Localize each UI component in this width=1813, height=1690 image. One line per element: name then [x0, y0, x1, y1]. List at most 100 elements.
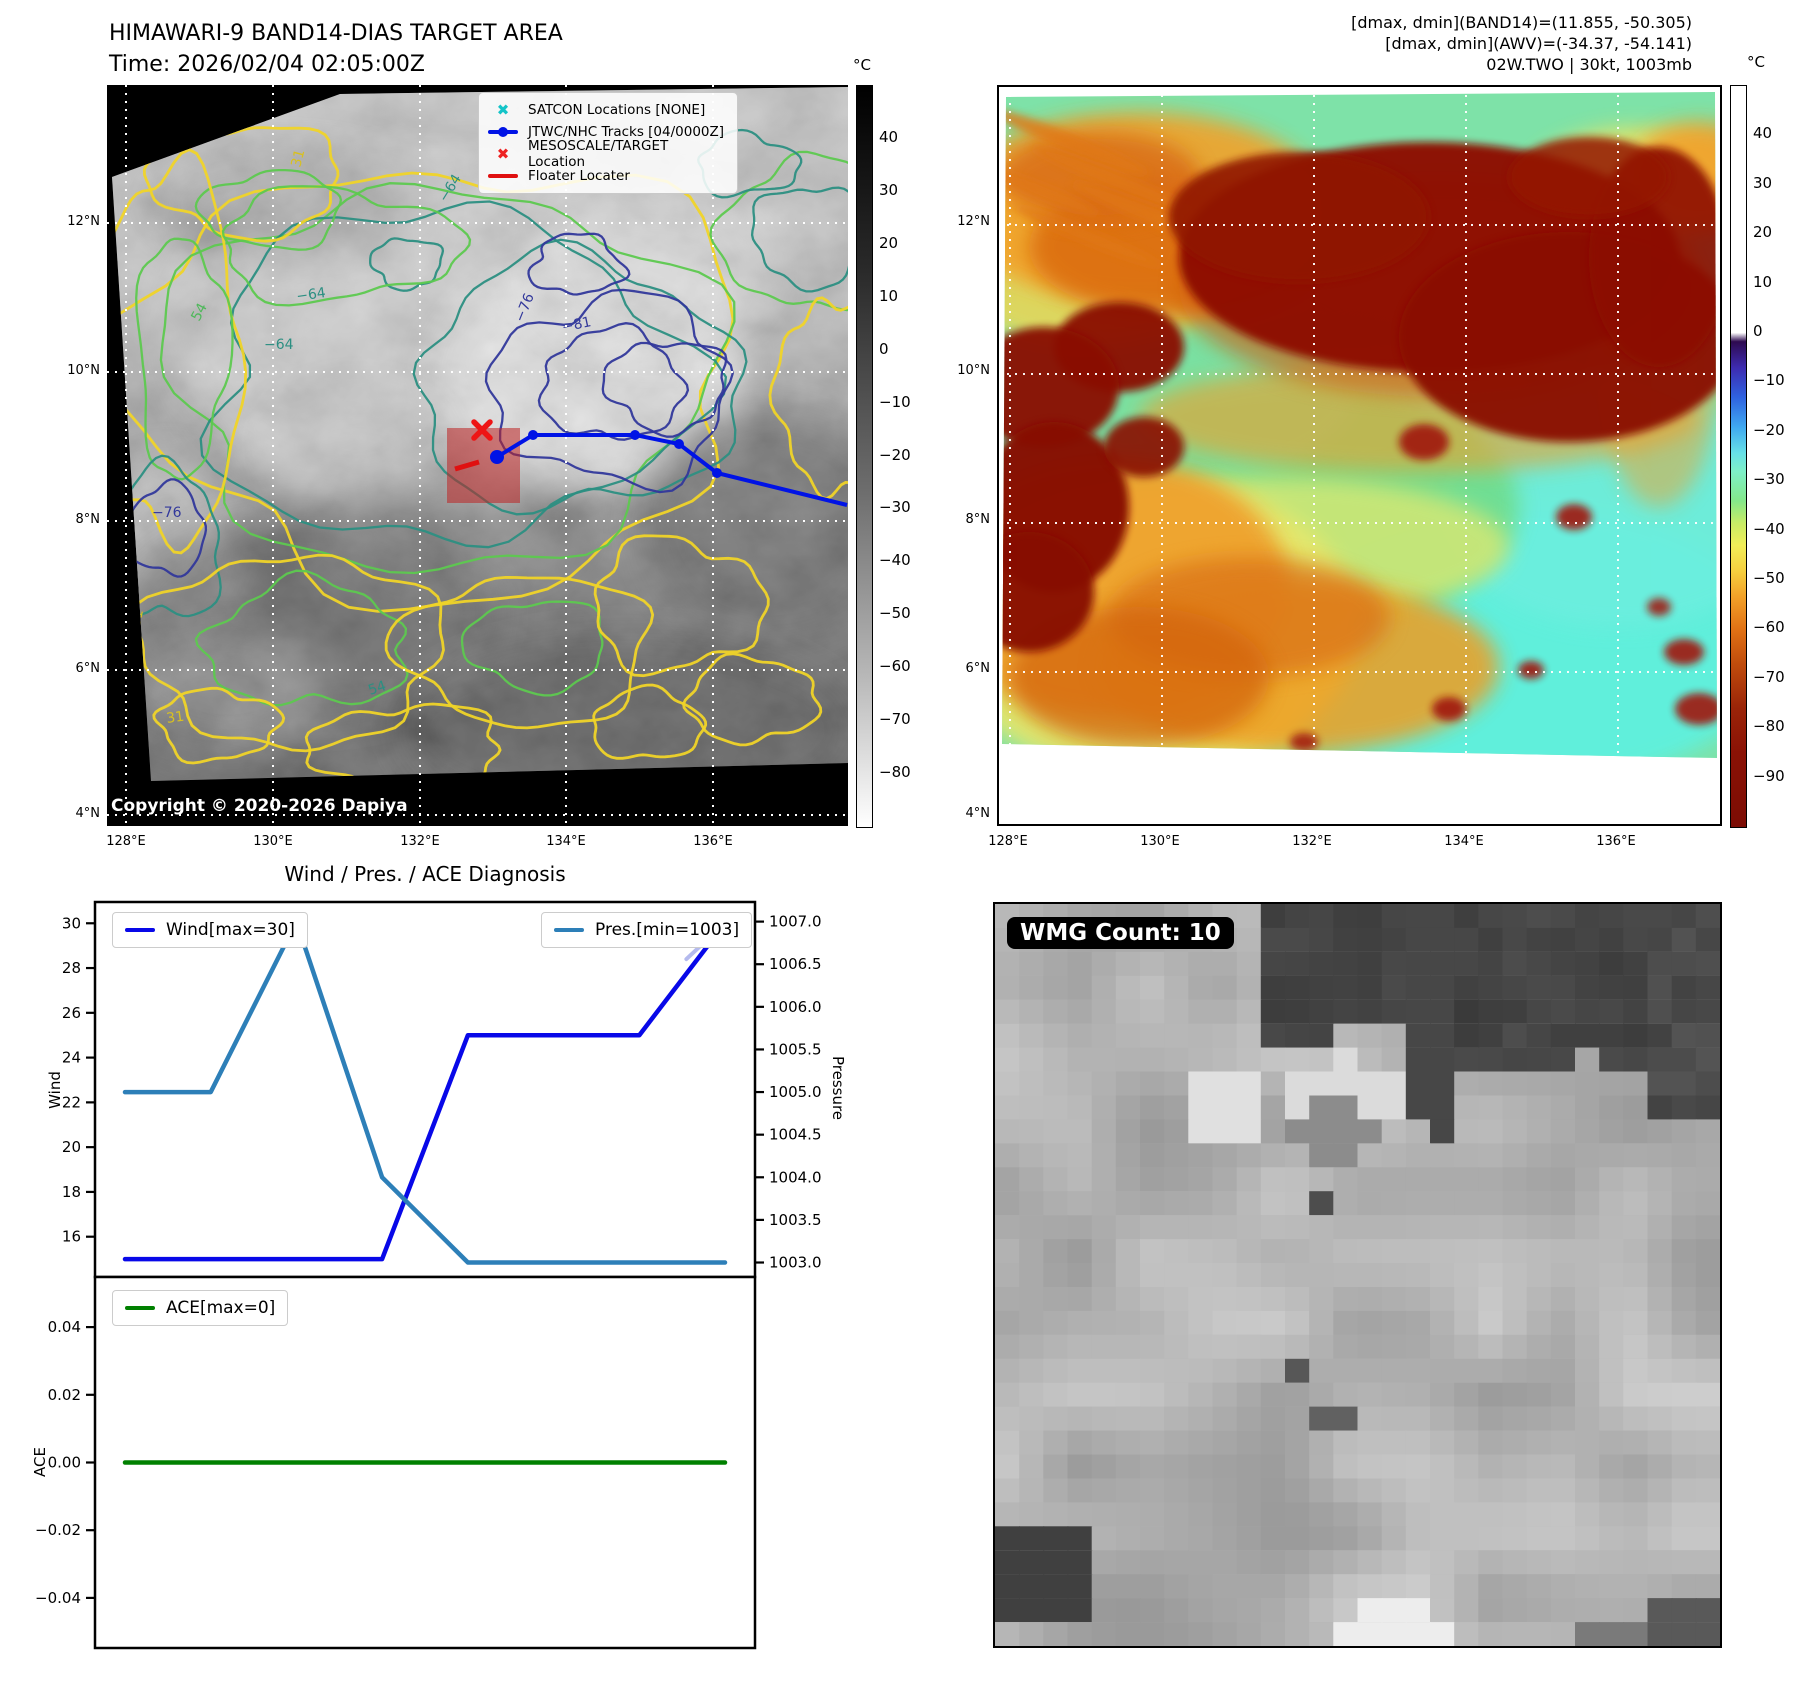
wmg-count-panel: WMG Count: 10 — [993, 902, 1722, 1648]
series-line — [122, 921, 728, 1262]
band14-ytick: 8°N — [75, 512, 101, 527]
band14-colorbar-tick: −20 — [879, 445, 911, 464]
mesoscale-x-marker — [471, 419, 493, 441]
mesoscale-x-icon: ✖ — [496, 144, 510, 163]
band14-title-block: HIMAWARI-9 BAND14-DIAS TARGET AREA Time:… — [109, 18, 563, 80]
svg-text:1003.5: 1003.5 — [769, 1211, 822, 1229]
awv-xtick: 128°E — [988, 834, 1028, 849]
awv-xtick: 130°E — [1140, 834, 1180, 849]
svg-text:0.02: 0.02 — [48, 1386, 81, 1404]
svg-text:1004.0: 1004.0 — [769, 1168, 822, 1186]
legend-label: SATCON Locations [NONE] — [528, 102, 706, 118]
svg-text:−64: −64 — [264, 337, 294, 353]
awv-ytick: 4°N — [965, 806, 991, 821]
band14-colorbar-tick: 40 — [879, 127, 899, 146]
awv-ytick: 12°N — [957, 214, 990, 229]
svg-text:1005.0: 1005.0 — [769, 1083, 822, 1101]
track-point — [630, 430, 640, 440]
awv-colorbar-tick: 10 — [1753, 272, 1773, 291]
svg-text:−76: −76 — [152, 505, 182, 521]
svg-text:28: 28 — [62, 959, 81, 977]
svg-text:22: 22 — [62, 1093, 81, 1111]
awv-colorbar-tick: −80 — [1753, 717, 1785, 736]
band14-ytick: 6°N — [75, 661, 101, 676]
chart-title: Wind / Pres. / ACE Diagnosis — [284, 862, 566, 886]
awv-colorbar-tick: −30 — [1753, 470, 1785, 489]
awv-xtick: 134°E — [1444, 834, 1484, 849]
awv-colorbar-tick: −70 — [1753, 667, 1785, 686]
pressure-axis-label: Pressure — [829, 1055, 847, 1121]
jtwc-track-line — [495, 433, 848, 507]
awv-colorbar-tick: 30 — [1753, 173, 1773, 192]
ace-legend: ACE[max=0] — [112, 1290, 289, 1326]
pressure-legend-label: Pres.[min=1003] — [595, 920, 740, 940]
satcon-x-icon: ✖ — [496, 100, 510, 119]
series-line — [122, 919, 728, 1265]
band14-colorbar-tick: −10 — [879, 392, 911, 411]
map-legend: ✖ SATCON Locations [NONE] JTWC/NHC Track… — [478, 92, 738, 194]
svg-text:1005.5: 1005.5 — [769, 1040, 822, 1058]
ace-axis-label: ACE — [31, 1447, 49, 1477]
svg-text:20: 20 — [62, 1138, 81, 1156]
awv-ytick: 10°N — [957, 363, 990, 378]
wind-legend: Wind[max=30] — [112, 912, 308, 948]
band14-xtick: 128°E — [106, 834, 146, 849]
svg-text:54: 54 — [366, 678, 388, 699]
svg-text:−0.02: −0.02 — [35, 1521, 81, 1539]
svg-text:18: 18 — [62, 1183, 81, 1201]
awv-colorbar-tick: −50 — [1753, 569, 1785, 587]
awv-colorbar — [1730, 85, 1747, 828]
awv-colorbar-tick: 0 — [1753, 322, 1763, 340]
legend-row-mesoscale: ✖ MESOSCALE/TARGET Location — [487, 138, 729, 170]
awv-map-panel — [997, 85, 1722, 826]
storm-id-text: 02W.TWO | 30kt, 1003mb — [1486, 55, 1692, 74]
wind-legend-label: Wind[max=30] — [166, 920, 295, 940]
awv-xtick: 132°E — [1292, 834, 1332, 849]
awv-colorbar-tick: 20 — [1753, 223, 1773, 242]
svg-text:1003.0: 1003.0 — [769, 1254, 822, 1272]
band14-xtick: 136°E — [693, 834, 733, 849]
legend-label: Floater Locater — [528, 168, 630, 184]
band14-range-text: [dmax, dmin](BAND14)=(11.855, -50.305) — [1351, 13, 1692, 32]
wind-line-swatch — [125, 927, 155, 933]
svg-text:1004.5: 1004.5 — [769, 1126, 822, 1144]
svg-text:30: 30 — [62, 914, 81, 932]
wind-axis-label: Wind — [46, 1071, 64, 1109]
svg-text:24: 24 — [62, 1049, 81, 1067]
target-area-group — [447, 419, 848, 507]
awv-colorbar-tick: −20 — [1753, 420, 1785, 439]
legend-label: JTWC/NHC Tracks [04/0000Z] — [528, 124, 725, 140]
track-line-icon — [487, 130, 519, 134]
band14-ytick: 4°N — [75, 806, 101, 821]
pressure-line-swatch — [554, 927, 584, 933]
legend-row-track: JTWC/NHC Tracks [04/0000Z] — [487, 121, 729, 143]
band14-colorbar-tick: −80 — [879, 763, 911, 782]
stats-header-block: [dmax, dmin](BAND14)=(11.855, -50.305) [… — [1351, 12, 1692, 75]
wmg-count-badge: WMG Count: 10 — [1007, 917, 1234, 949]
pressure-legend: Pres.[min=1003] — [541, 912, 753, 948]
band14-colorbar-tick: −60 — [879, 657, 911, 676]
band14-colorbar-tick: −70 — [879, 710, 911, 729]
band14-colorbar-tick: −50 — [879, 604, 911, 623]
ace-legend-label: ACE[max=0] — [166, 1298, 276, 1318]
mesoscale-target-square — [447, 428, 520, 503]
legend-row-satcon: ✖ SATCON Locations [NONE] — [487, 99, 729, 121]
band14-colorbar-tick: −40 — [879, 551, 911, 570]
awv-ytick: 8°N — [965, 512, 991, 527]
legend-row-floater: Floater Locater — [487, 165, 729, 187]
awv-colorbar-tick: −40 — [1753, 519, 1785, 538]
track-point — [490, 450, 504, 464]
band14-xtick: 134°E — [546, 834, 586, 849]
svg-text:0.00: 0.00 — [48, 1454, 81, 1472]
floater-locater-line — [454, 459, 480, 472]
wmg-image — [995, 904, 1720, 1646]
floater-line-icon — [487, 174, 519, 178]
awv-colorbar-tick: −90 — [1753, 766, 1785, 785]
svg-text:1007.0: 1007.0 — [769, 913, 822, 931]
band14-colorbar-tick: −30 — [879, 498, 911, 517]
awv-colorbar-tick: 40 — [1753, 124, 1773, 143]
band14-colorbar-tick: 20 — [879, 233, 899, 252]
band14-xtick: 132°E — [400, 834, 440, 849]
